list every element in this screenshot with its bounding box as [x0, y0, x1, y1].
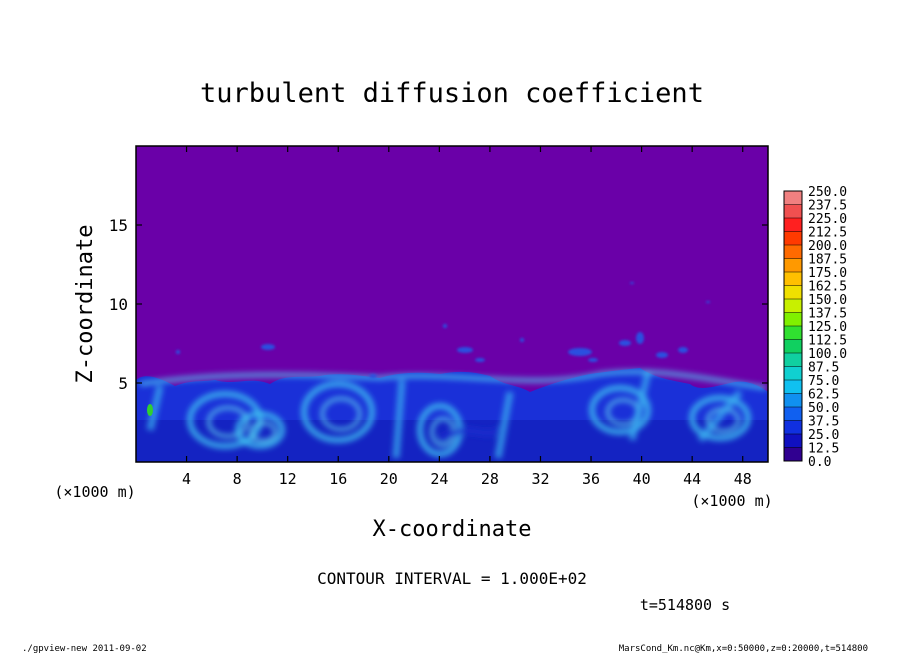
y-tick-15: 15 [109, 216, 768, 235]
x-tick-36: 36 [582, 146, 600, 488]
y-axis-label: Z-coordinate [73, 225, 98, 384]
x-tick-label: 32 [531, 470, 549, 488]
colorbar-swatch [784, 420, 802, 435]
x-axis-ticks: 4 8 12 16 20 24 28 32 36 40 44 48 [182, 146, 752, 488]
y-tick-5: 5 [118, 374, 768, 393]
peak-spot [147, 404, 153, 416]
colorbar-label: 200.0 [808, 239, 847, 254]
colorbar-label: 25.0 [808, 428, 839, 443]
colorbar-label: 212.5 [808, 226, 847, 241]
colorbar-swatch [784, 299, 802, 313]
colorbar-label: 175.0 [808, 266, 847, 281]
contour-interval-label: CONTOUR INTERVAL = 1.000E+02 [317, 569, 587, 588]
x-tick-12: 12 [279, 146, 297, 488]
colorbar-label: 12.5 [808, 442, 839, 457]
x-tick-4: 4 [182, 146, 191, 488]
colorbar-label: 62.5 [808, 388, 839, 403]
x-tick-32: 32 [531, 146, 550, 488]
colorbar-swatch [784, 218, 802, 232]
y-tick-label: 5 [118, 374, 128, 393]
colorbar-label: 150.0 [808, 293, 847, 308]
x-tick-label: 36 [582, 470, 600, 488]
colorbar-label: 137.5 [808, 307, 847, 322]
x-tick-20: 20 [380, 146, 398, 488]
x-tick-48: 48 [734, 146, 752, 488]
colorbar-swatch [784, 353, 802, 367]
x-unit-label-right: (×1000 m) [691, 492, 772, 510]
colorbar-label: 100.0 [808, 347, 847, 362]
x-unit-label-left: (×1000 m) [54, 483, 135, 501]
y-tick-label: 15 [109, 216, 128, 235]
turbulent-layer [136, 282, 768, 462]
colorbar-swatch [784, 272, 802, 286]
x-axis-label: X-coordinate [373, 517, 532, 542]
plot-area [136, 146, 768, 462]
footer-left: ./gpview-new 2011-09-02 [22, 644, 147, 654]
colorbar-swatch [784, 245, 802, 259]
x-tick-label: 12 [279, 470, 297, 488]
colorbar: 250.0237.5225.0212.5200.0187.5175.0162.5… [783, 185, 847, 470]
colorbar-label: 75.0 [808, 374, 839, 389]
footer-right: MarsCond_Km.nc@Km,x=0:50000,z=0:20000,t=… [619, 644, 868, 654]
x-tick-label: 20 [380, 470, 398, 488]
colorbar-label: 125.0 [808, 320, 847, 335]
colorbar-swatch [784, 339, 802, 354]
detached-eddies [176, 282, 710, 378]
x-tick-44: 44 [683, 146, 701, 488]
x-tick-label: 24 [430, 470, 448, 488]
x-tick-16: 16 [329, 146, 347, 488]
y-axis-ticks: 5 10 15 [109, 216, 768, 393]
colorbar-swatch [784, 191, 802, 205]
colorbar-swatch [784, 366, 802, 381]
colorbar-label: 0.0 [808, 455, 831, 470]
colorbar-label: 225.0 [808, 212, 847, 227]
colorbar-label: 37.5 [808, 415, 839, 430]
x-tick-8: 8 [233, 146, 242, 488]
x-tick-40: 40 [633, 146, 651, 488]
colorbar-swatch [784, 380, 802, 394]
y-tick-10: 10 [109, 295, 768, 314]
x-tick-label: 48 [734, 470, 752, 488]
x-tick-label: 8 [233, 470, 242, 488]
colorbar-swatch [784, 204, 802, 219]
x-tick-label: 28 [481, 470, 499, 488]
x-tick-24: 24 [430, 146, 448, 488]
colorbar-label: 112.5 [808, 334, 847, 349]
colorbar-swatch [784, 258, 802, 273]
colorbar-label: 162.5 [808, 280, 847, 295]
chart-title: turbulent diffusion coefficient [200, 78, 704, 109]
colorbar-swatch [784, 407, 802, 421]
x-tick-label: 16 [329, 470, 347, 488]
colorbar-label: 250.0 [808, 185, 847, 200]
x-tick-label: 4 [182, 470, 191, 488]
colorbar-label: 237.5 [808, 199, 847, 214]
colorbar-label: 50.0 [808, 401, 839, 416]
colorbar-swatch [784, 447, 802, 462]
colorbar-swatch [784, 393, 802, 408]
x-tick-label: 40 [633, 470, 651, 488]
colorbar-swatch [784, 434, 802, 448]
colorbar-swatch [784, 312, 802, 327]
colorbar-label: 187.5 [808, 253, 847, 268]
time-label: t=514800 s [640, 596, 730, 614]
x-tick-28: 28 [481, 146, 499, 488]
colorbar-label: 87.5 [808, 361, 839, 376]
eddy-structures [139, 369, 767, 459]
colorbar-swatch [784, 231, 802, 246]
colorbar-swatch [784, 285, 802, 300]
y-tick-label: 10 [109, 295, 128, 314]
colorbar-swatch [784, 326, 802, 340]
x-tick-label: 44 [683, 470, 701, 488]
